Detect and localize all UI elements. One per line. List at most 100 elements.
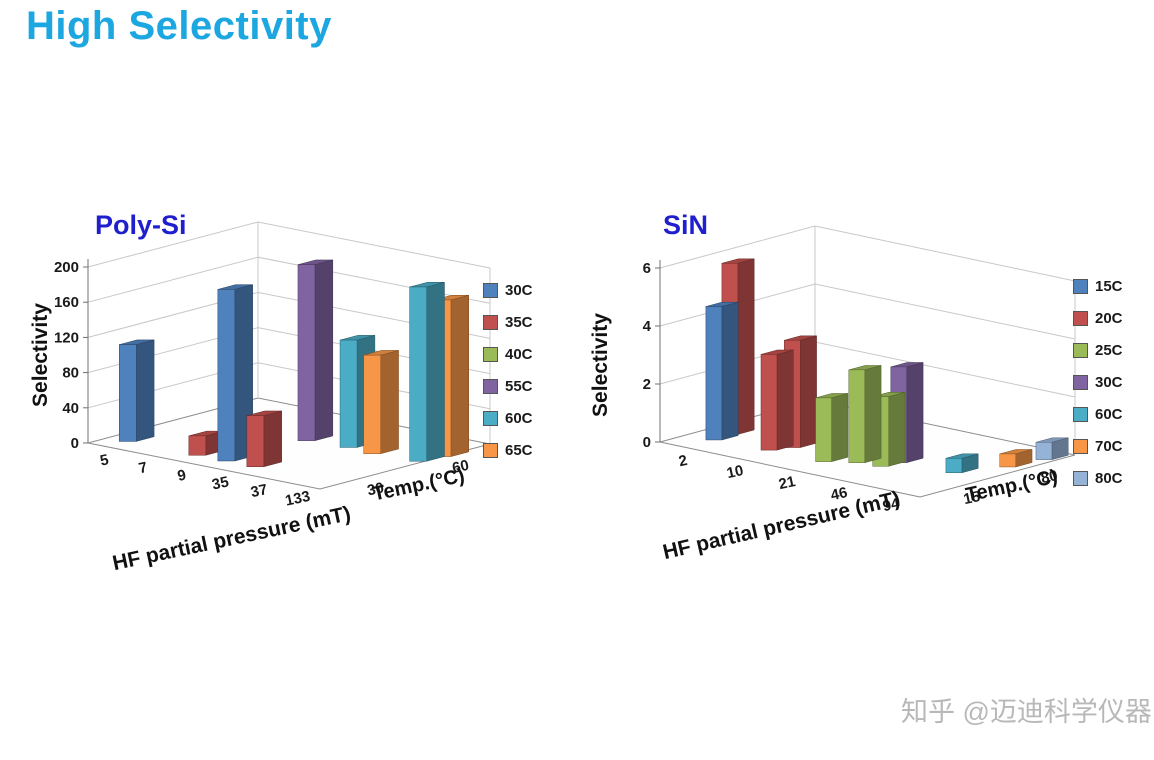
legend-label: 55C — [505, 377, 533, 395]
legend-swatch — [483, 410, 498, 426]
bar-front-face — [1035, 442, 1053, 460]
bar-side-face — [776, 349, 794, 451]
y-tick-label: 200 — [54, 259, 79, 276]
legend-label: 30C — [505, 281, 533, 299]
x-category-label: 10 — [725, 462, 745, 482]
x-category-label: 35 — [210, 473, 230, 493]
x-axis-title: HF partial pressure (mT) — [111, 502, 353, 575]
bar-front-face — [848, 369, 866, 463]
legend-label: 20C — [1095, 309, 1123, 327]
x-category-label: 46 — [829, 484, 849, 504]
legend-swatch — [483, 442, 498, 458]
gridline — [87, 221, 491, 269]
chart-title-sin: SiN — [663, 210, 709, 240]
y-tick-label: 4 — [643, 318, 652, 335]
bar-side-face — [135, 339, 155, 442]
bar-side-face — [721, 301, 739, 441]
bar-front-face — [945, 458, 963, 474]
bar-front-face — [297, 264, 316, 441]
y-tick-label: 0 — [71, 435, 79, 452]
depth-category-label: 80 — [1039, 467, 1059, 487]
legend-item-15C: 15C — [1073, 270, 1123, 302]
legend-label: 60C — [505, 409, 533, 427]
x-category-label: 21 — [777, 473, 797, 493]
legend-swatch — [1073, 374, 1088, 390]
legend-item-70C: 70C — [1073, 430, 1123, 462]
legend-swatch — [483, 282, 498, 298]
legend-swatch — [483, 378, 498, 394]
legend-item-20C: 20C — [1073, 302, 1123, 334]
legend-swatch — [1073, 278, 1088, 294]
legend-swatch — [1073, 406, 1088, 422]
bar-80C-94mT — [1035, 437, 1069, 460]
legend-label: 65C — [505, 441, 533, 459]
x-category-label: 133 — [284, 488, 312, 510]
bar-front-face — [705, 306, 723, 441]
legend-label: 40C — [505, 345, 533, 363]
bar-front-face — [363, 354, 381, 454]
y-axis-title: Selectivity — [589, 313, 612, 417]
legend-item-40C: 40C — [483, 338, 533, 370]
legend-item-30C: 30C — [1073, 366, 1123, 398]
legend-label: 30C — [1095, 373, 1123, 391]
bar-front-face — [188, 435, 207, 456]
bar-side-face — [426, 281, 445, 462]
legend-item-25C: 25C — [1073, 334, 1123, 366]
legend-label: 60C — [1095, 405, 1123, 423]
bar-side-face — [380, 350, 399, 455]
legend-swatch — [1073, 342, 1088, 358]
depth-category-label: 60 — [451, 457, 471, 477]
x-category-label: 7 — [137, 459, 149, 477]
legend-item-60C: 60C — [1073, 398, 1123, 430]
depth-category-label: 30 — [366, 479, 386, 499]
y-tick-label: 80 — [62, 365, 79, 382]
y-tick-label: 160 — [54, 294, 79, 311]
y-axis-title: Selectivity — [29, 303, 52, 407]
bar-side-face — [800, 335, 817, 448]
gridline — [659, 225, 1076, 282]
bar-side-face — [314, 259, 334, 441]
bar-side-face — [864, 365, 882, 464]
depth-category-label: 15 — [962, 488, 982, 508]
bar-20C-10mT — [760, 349, 794, 451]
legend-swatch — [1073, 438, 1088, 454]
bar-front-face — [999, 453, 1016, 468]
caption: Desired selectivity can be achieved by p… — [34, 666, 944, 760]
legend-item-60C: 60C — [483, 402, 533, 434]
bar-60C-94mT — [945, 453, 979, 474]
bar-front-face — [760, 354, 778, 451]
legend-swatch — [483, 314, 498, 330]
bar-30C-5mT — [118, 339, 155, 442]
polysi-legend: 30C 35C 40C 55C 60C 65C — [483, 274, 533, 466]
bar-side-face — [831, 393, 849, 462]
bar-65C-37mT — [363, 350, 399, 455]
bar-side-face — [888, 391, 906, 467]
x-category-label: 2 — [677, 452, 689, 470]
watermark: 知乎 @迈迪科学仪器 — [901, 697, 1152, 727]
x-category-label: 37 — [249, 481, 269, 501]
y-tick-label: 120 — [54, 329, 79, 346]
legend-label: 80C — [1095, 469, 1123, 487]
legend-item-65C: 65C — [483, 434, 533, 466]
bar-70C-94mT — [999, 449, 1033, 468]
bar-front-face — [409, 286, 427, 462]
legend-label: 70C — [1095, 437, 1123, 455]
x-category-label: 5 — [99, 451, 111, 469]
legend-swatch — [483, 346, 498, 362]
x-axis-title: HF partial pressure (mT) — [661, 487, 903, 564]
y-tick-label: 40 — [62, 400, 79, 417]
bar-front-face — [217, 289, 236, 462]
x-category-label: 94 — [881, 495, 901, 515]
bar-60C-133mT — [409, 281, 445, 462]
bar-25C-21mT — [815, 393, 849, 462]
polysi-3d-bar-chart: 0 40 80 120 160 200 5 7 9 35 37 133 30 60 HF partial p… — [29, 221, 491, 575]
bar-side-face — [906, 362, 924, 463]
y-tick-label: 0 — [643, 434, 651, 451]
bar-front-face — [246, 415, 265, 467]
bar-25C-21mT — [848, 365, 882, 464]
bar-front-face — [339, 339, 358, 448]
legend-swatch — [1073, 470, 1088, 486]
legend-label: 25C — [1095, 341, 1123, 359]
